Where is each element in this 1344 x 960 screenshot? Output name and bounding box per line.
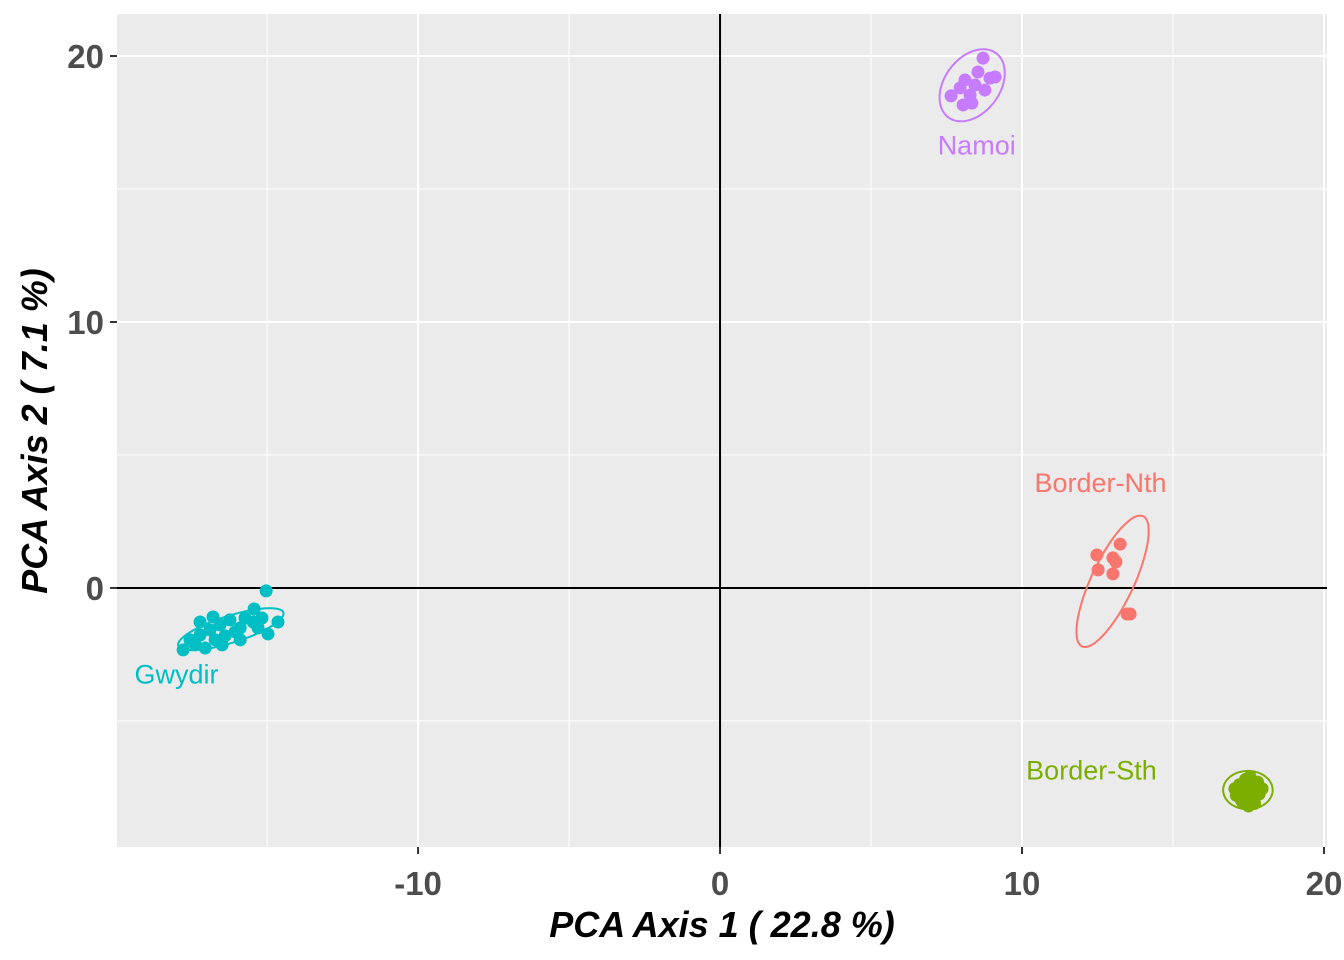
ellipse-namoi: [938, 48, 1006, 123]
point-gwydir: [206, 610, 220, 624]
point-namoi: [944, 89, 958, 103]
point-gwydir: [215, 638, 229, 652]
y-tick-label: 0: [86, 570, 104, 607]
point-gwydir: [223, 613, 237, 627]
group-label-border-sth: Border-Sth: [1026, 755, 1157, 785]
point-namoi: [988, 70, 1002, 84]
point-border-sth: [1234, 792, 1248, 806]
point-border-nth: [1120, 607, 1134, 621]
point-gwydir: [203, 623, 217, 637]
x-tick-labels: -10 0 10 20: [394, 865, 1342, 902]
point-namoi: [968, 78, 982, 92]
x-axis-title: PCA Axis 1 ( 22.8 %): [549, 904, 894, 945]
point-gwydir: [259, 584, 273, 598]
point-border-nth: [1113, 537, 1127, 551]
point-gwydir: [233, 633, 247, 647]
point-border-sth: [1251, 775, 1265, 789]
point-border-nth: [1091, 563, 1105, 577]
point-gwydir: [176, 643, 190, 657]
y-tick-label: 20: [67, 38, 104, 75]
point-gwydir: [251, 621, 265, 635]
point-namoi: [965, 96, 979, 110]
point-namoi: [971, 65, 985, 79]
y-axis-title: PCA Axis 2 ( 7.1 %): [14, 268, 55, 593]
minor-gridlines: [117, 14, 1327, 847]
point-namoi: [978, 83, 992, 97]
point-gwydir: [183, 633, 197, 647]
group-label-namoi: Namoi: [938, 130, 1016, 160]
point-gwydir: [261, 627, 275, 641]
x-tick-label: 20: [1306, 865, 1343, 902]
x-tick-label: -10: [394, 865, 442, 902]
point-namoi: [976, 51, 990, 65]
point-border-nth: [1109, 555, 1123, 569]
group-labels: Gwydir Namoi Border-Nth Border-Sth: [134, 130, 1166, 785]
plot-panel: [117, 14, 1327, 847]
ellipse-border-sth: [1222, 769, 1274, 811]
group-label-gwydir: Gwydir: [134, 660, 218, 690]
y-tick-labels: 0 10 20: [67, 38, 104, 607]
point-gwydir: [193, 628, 207, 642]
point-gwydir: [193, 615, 207, 629]
x-tick-label: 0: [711, 865, 729, 902]
point-gwydir: [255, 611, 269, 625]
point-gwydir: [238, 611, 252, 625]
point-gwydir: [198, 641, 212, 655]
point-gwydir: [247, 602, 261, 616]
group-label-border-nth: Border-Nth: [1034, 468, 1166, 498]
point-border-nth: [1090, 548, 1104, 562]
reference-lines: [117, 14, 1327, 847]
axis-ticks: [110, 55, 1325, 854]
x-tick-label: 10: [1004, 865, 1041, 902]
point-border-nth: [1106, 567, 1120, 581]
point-border-sth: [1238, 772, 1252, 786]
point-namoi: [953, 81, 967, 95]
data-points: [176, 51, 1269, 813]
point-gwydir: [271, 615, 285, 629]
ellipse-border-nth: [1075, 514, 1150, 649]
y-tick-label: 10: [67, 304, 104, 341]
